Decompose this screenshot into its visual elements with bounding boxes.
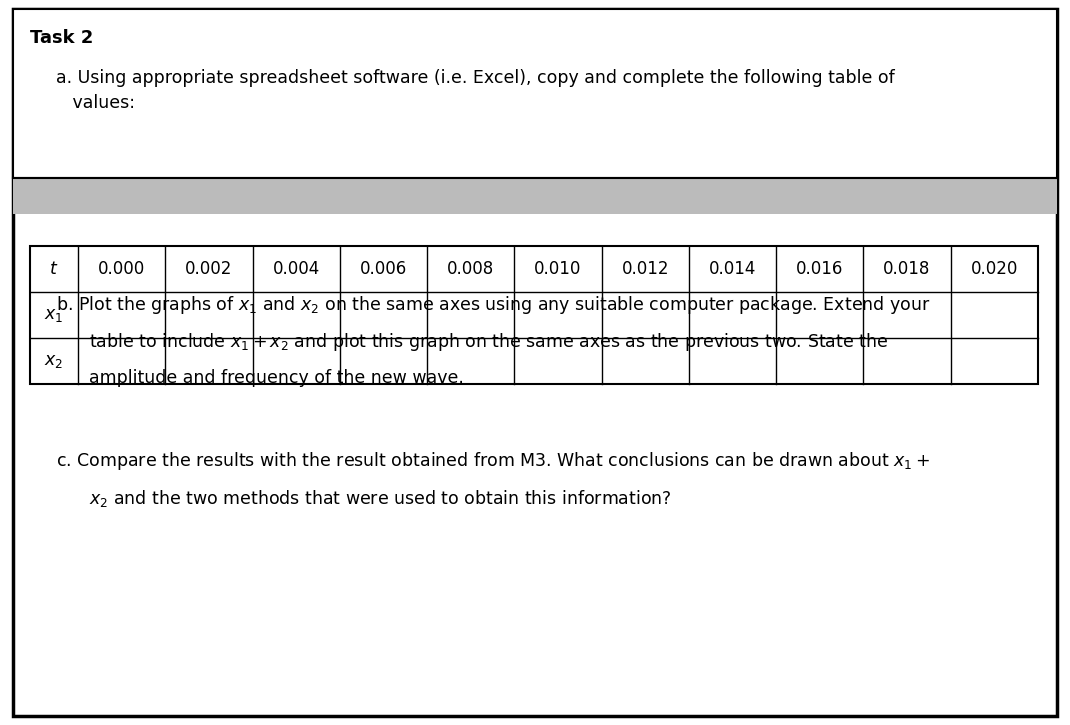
Text: 0.014: 0.014 [708, 260, 756, 278]
Text: 0.018: 0.018 [884, 260, 931, 278]
Bar [13, 178, 1057, 214]
Text: 0.020: 0.020 [970, 260, 1018, 278]
Text: $x_1$: $x_1$ [44, 306, 64, 324]
Text: 0.016: 0.016 [796, 260, 843, 278]
Text: b. Plot the graphs of $x_1$ and $x_2$ on the same axes using any suitable comput: b. Plot the graphs of $x_1$ and $x_2$ on… [56, 294, 930, 315]
Text: values:: values: [56, 94, 135, 112]
Text: 0.012: 0.012 [622, 260, 669, 278]
Text: table to include $x_1 + x_2$ and plot this graph on the same axes as the previou: table to include $x_1 + x_2$ and plot th… [56, 331, 888, 353]
Bar [13, 9, 1057, 178]
Text: $x_2$: $x_2$ [45, 352, 63, 370]
Text: 0.002: 0.002 [185, 260, 232, 278]
Text: 0.010: 0.010 [534, 260, 582, 278]
Text: $x_2$ and the two methods that were used to obtain this information?: $x_2$ and the two methods that were used… [56, 488, 672, 509]
Text: 0.008: 0.008 [447, 260, 494, 278]
Text: c. Compare the results with the result obtained from M3. What conclusions can be: c. Compare the results with the result o… [56, 450, 930, 472]
Text: 0.000: 0.000 [98, 260, 146, 278]
Text: a. Using appropriate spreadsheet software (i.e. Excel), copy and complete the fo: a. Using appropriate spreadsheet softwar… [56, 69, 895, 87]
Text: $t$: $t$ [49, 260, 59, 278]
Text: amplitude and frequency of the new wave.: amplitude and frequency of the new wave. [56, 369, 463, 387]
Text: Task 2: Task 2 [30, 29, 93, 47]
Text: 0.004: 0.004 [273, 260, 320, 278]
Text: 0.006: 0.006 [360, 260, 407, 278]
Bar [30, 247, 1038, 384]
